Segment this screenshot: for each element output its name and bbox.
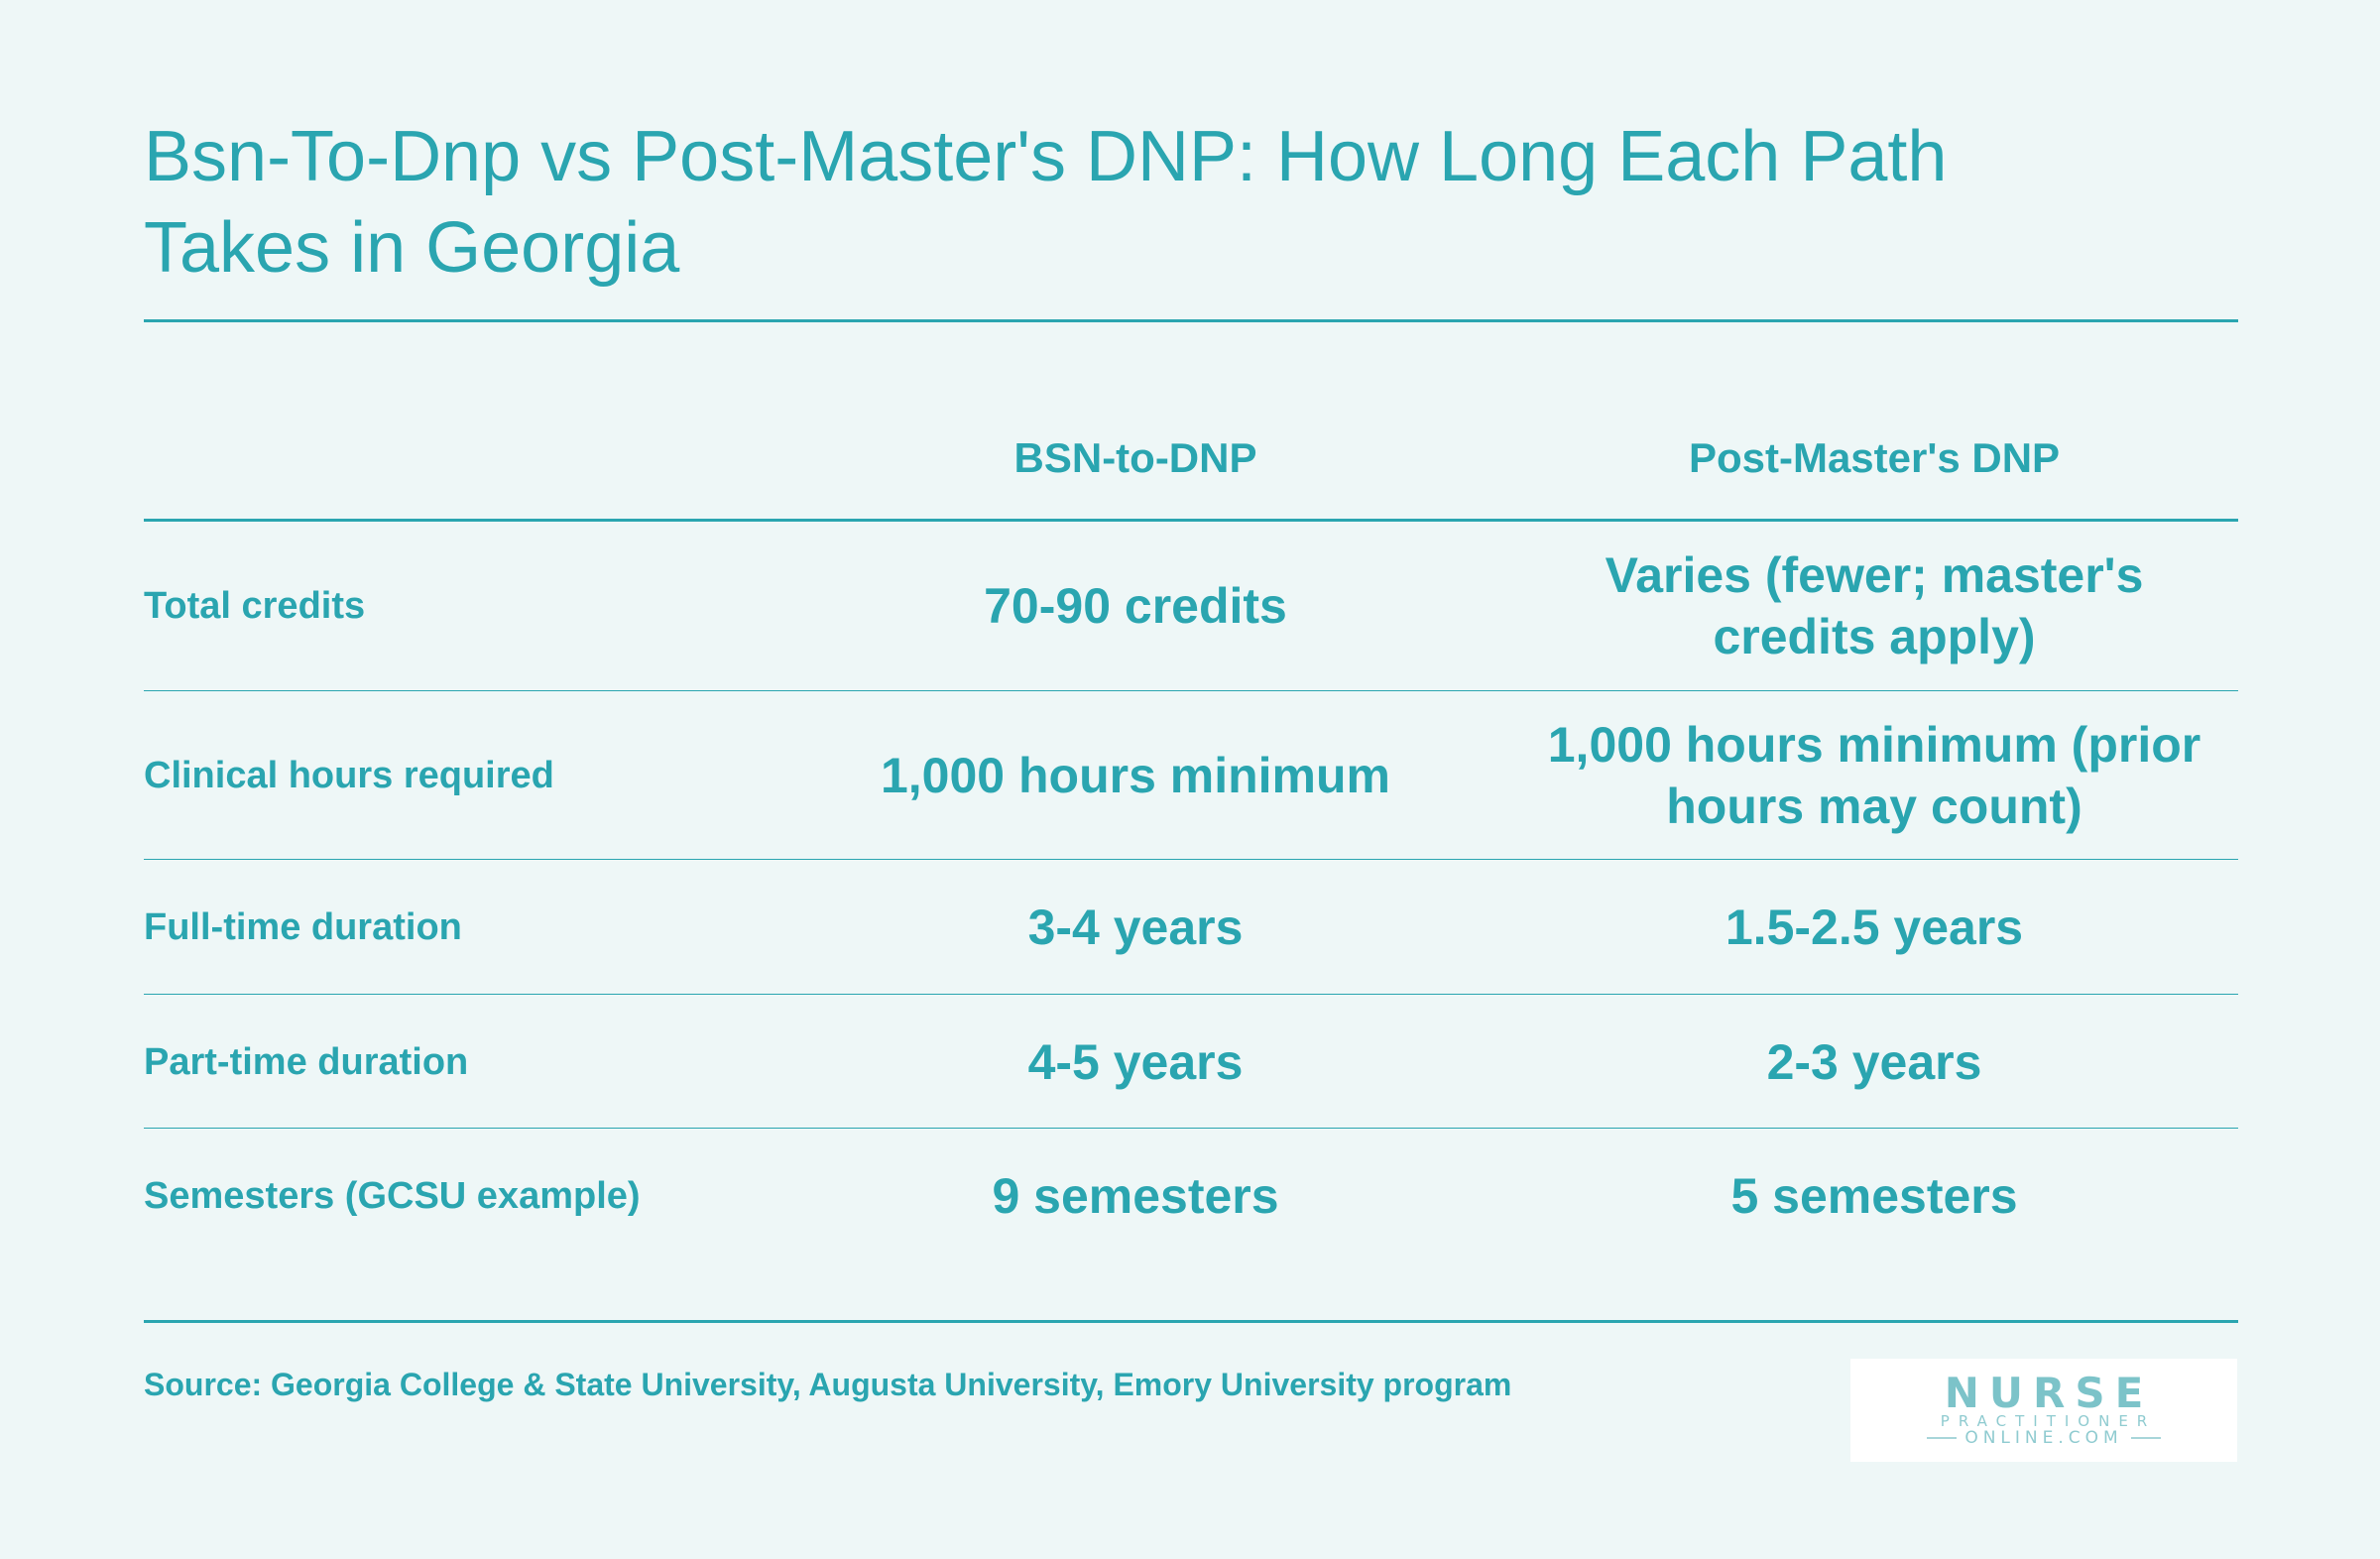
bsn-value: 70-90 credits <box>984 578 1287 634</box>
row-label: Full-time duration <box>144 905 462 948</box>
post-masters-value: 1.5-2.5 years <box>1725 899 2024 955</box>
row-divider <box>144 690 2238 691</box>
row-label: Total credits <box>144 584 366 627</box>
title-divider <box>144 319 2238 322</box>
column-header-bsn-to-dnp: BSN-to-DNP <box>1013 434 1257 481</box>
post-masters-value: 5 semesters <box>1730 1168 2018 1224</box>
footer-divider <box>144 1320 2238 1323</box>
source-note: Source: Georgia College & State Universi… <box>144 1367 1512 1402</box>
logo-subtitle: PRACTITIONER <box>1940 1412 2157 1430</box>
logo-domain-row: ONLINE.COM <box>1919 1429 2168 1447</box>
row-divider <box>144 994 2238 995</box>
bsn-value: 3-4 years <box>1027 899 1244 955</box>
logo-dash-left <box>1927 1437 1958 1439</box>
nurse-practitioner-online-logo: NURSE PRACTITIONER ONLINE.COM <box>1850 1359 2237 1462</box>
bsn-value: 9 semesters <box>992 1168 1279 1224</box>
logo-domain: ONLINE.COM <box>1964 1428 2123 1448</box>
column-header-post-masters-dnp: Post-Master's DNP <box>1688 434 2061 481</box>
post-masters-value: 2-3 years <box>1766 1034 1982 1090</box>
post-masters-value: Varies (fewer; master's credits apply) <box>1605 547 2144 664</box>
header-divider <box>144 519 2238 522</box>
bsn-value: 1,000 hours minimum <box>880 748 1391 803</box>
page-title: Bsn-To-Dnp vs Post-Master's DNP: How Lon… <box>144 117 1948 288</box>
row-divider <box>144 859 2238 860</box>
logo-wordmark: NURSE <box>1944 1369 2154 1417</box>
row-label: Part-time duration <box>144 1040 469 1083</box>
logo-dash-right <box>2130 1437 2161 1439</box>
bsn-value: 4-5 years <box>1027 1034 1244 1090</box>
post-masters-value: 1,000 hours minimum (prior hours may cou… <box>1547 717 2202 834</box>
row-divider <box>144 1128 2238 1129</box>
row-label: Clinical hours required <box>144 754 554 796</box>
row-label: Semesters (GCSU example) <box>144 1174 641 1217</box>
